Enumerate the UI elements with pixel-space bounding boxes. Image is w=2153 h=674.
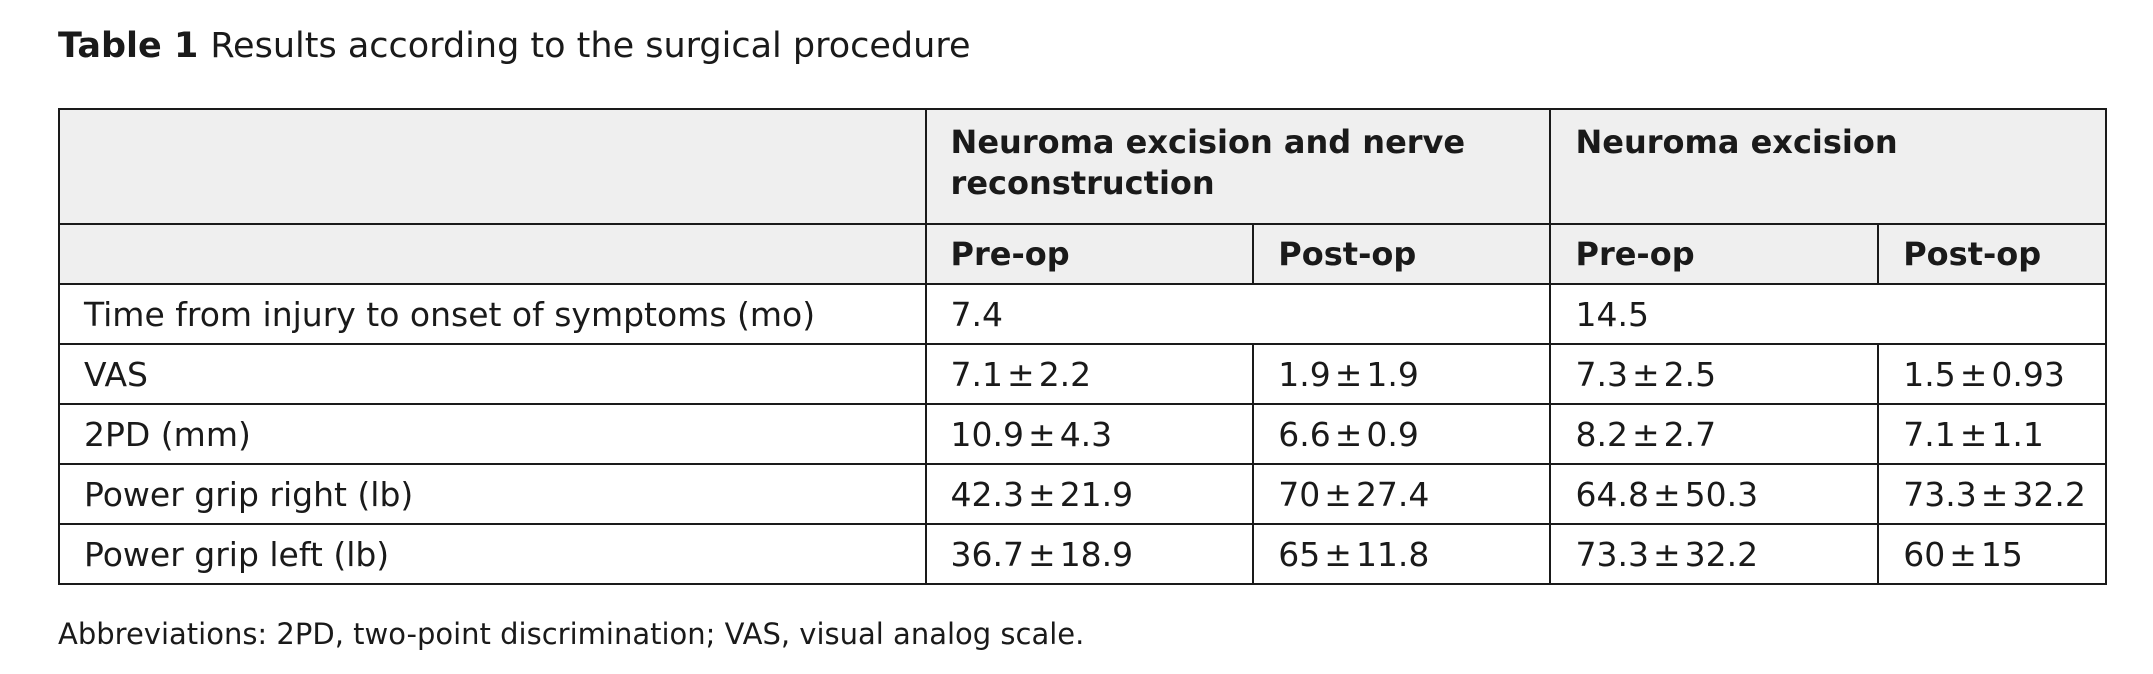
- row-label: 2PD (mm): [58, 403, 927, 465]
- subheader-pre-op: Pre-op: [924, 223, 1255, 285]
- group-header-excision: Neuroma excision: [1549, 108, 2107, 225]
- row-label: Time from injury to onset of symptoms (m…: [58, 283, 927, 345]
- results-table: Neuroma excision and nerve reconstructio…: [58, 108, 2107, 585]
- table-cell: 1.5 ±0.93: [1877, 343, 2107, 405]
- table-cell: 65 ±11.8: [1252, 523, 1552, 585]
- group-header-row: Neuroma excision and nerve reconstructio…: [58, 108, 2107, 225]
- table-cell: 64.8 ±50.3: [1549, 463, 1880, 525]
- empty-subheader-cell: [58, 223, 927, 285]
- table-cell: 36.7 ±18.9: [924, 523, 1255, 585]
- subheader-pre-op: Pre-op: [1549, 223, 1880, 285]
- table-label: Table 1: [58, 26, 199, 66]
- table-cell: 7.4: [924, 283, 1552, 345]
- group-header-excision-reconstruction: Neuroma excision and nerve reconstructio…: [924, 108, 1552, 225]
- table-cell: 8.2 ±2.7: [1549, 403, 1880, 465]
- table-cell: 7.3 ±2.5: [1549, 343, 1880, 405]
- subheader-post-op: Post-op: [1877, 223, 2107, 285]
- table-cell: 7.1 ±2.2: [924, 343, 1255, 405]
- table-cell: 6.6 ±0.9: [1252, 403, 1552, 465]
- subheader-row: Pre-op Post-op Pre-op Post-op: [58, 223, 2107, 285]
- row-label: Power grip left (lb): [58, 523, 927, 585]
- table-row: Power grip right (lb) 42.3 ±21.9 70 ±27.4 …: [58, 463, 2107, 525]
- table-cell: 42.3 ±21.9: [924, 463, 1255, 525]
- table-cell: 60 ±15: [1877, 523, 2107, 585]
- subheader-post-op: Post-op: [1252, 223, 1552, 285]
- table-cell: 73.3 ±32.2: [1549, 523, 1880, 585]
- row-label: VAS: [58, 343, 927, 405]
- table-row: 2PD (mm) 10.9 ±4.3 6.6 ±0.9 8.2 ±2.7 7.1 ±1.…: [58, 403, 2107, 465]
- table-row: VAS 7.1 ±2.2 1.9 ±1.9 7.3 ±2.5 1.5 ±0.93: [58, 343, 2107, 405]
- table-cell: 1.9 ±1.9: [1252, 343, 1552, 405]
- table-cell: 73.3 ±32.2: [1877, 463, 2107, 525]
- empty-header-cell: [58, 108, 927, 225]
- table-title: Results according to the surgical proced…: [210, 26, 971, 66]
- table-cell: 70 ±27.4: [1252, 463, 1552, 525]
- table-cell: 14.5: [1549, 283, 2107, 345]
- table-row: Power grip left (lb) 36.7 ±18.9 65 ±11.8 7…: [58, 523, 2107, 585]
- table-caption: Table 1 Results according to the surgical…: [58, 22, 971, 70]
- table-footnote: Abbreviations: 2PD, two-point discrimina…: [58, 617, 1085, 651]
- table-cell: 10.9 ±4.3: [924, 403, 1255, 465]
- row-label: Power grip right (lb): [58, 463, 927, 525]
- table-row: Time from injury to onset of symptoms (m…: [58, 283, 2107, 345]
- table-cell: 7.1 ±1.1: [1877, 403, 2107, 465]
